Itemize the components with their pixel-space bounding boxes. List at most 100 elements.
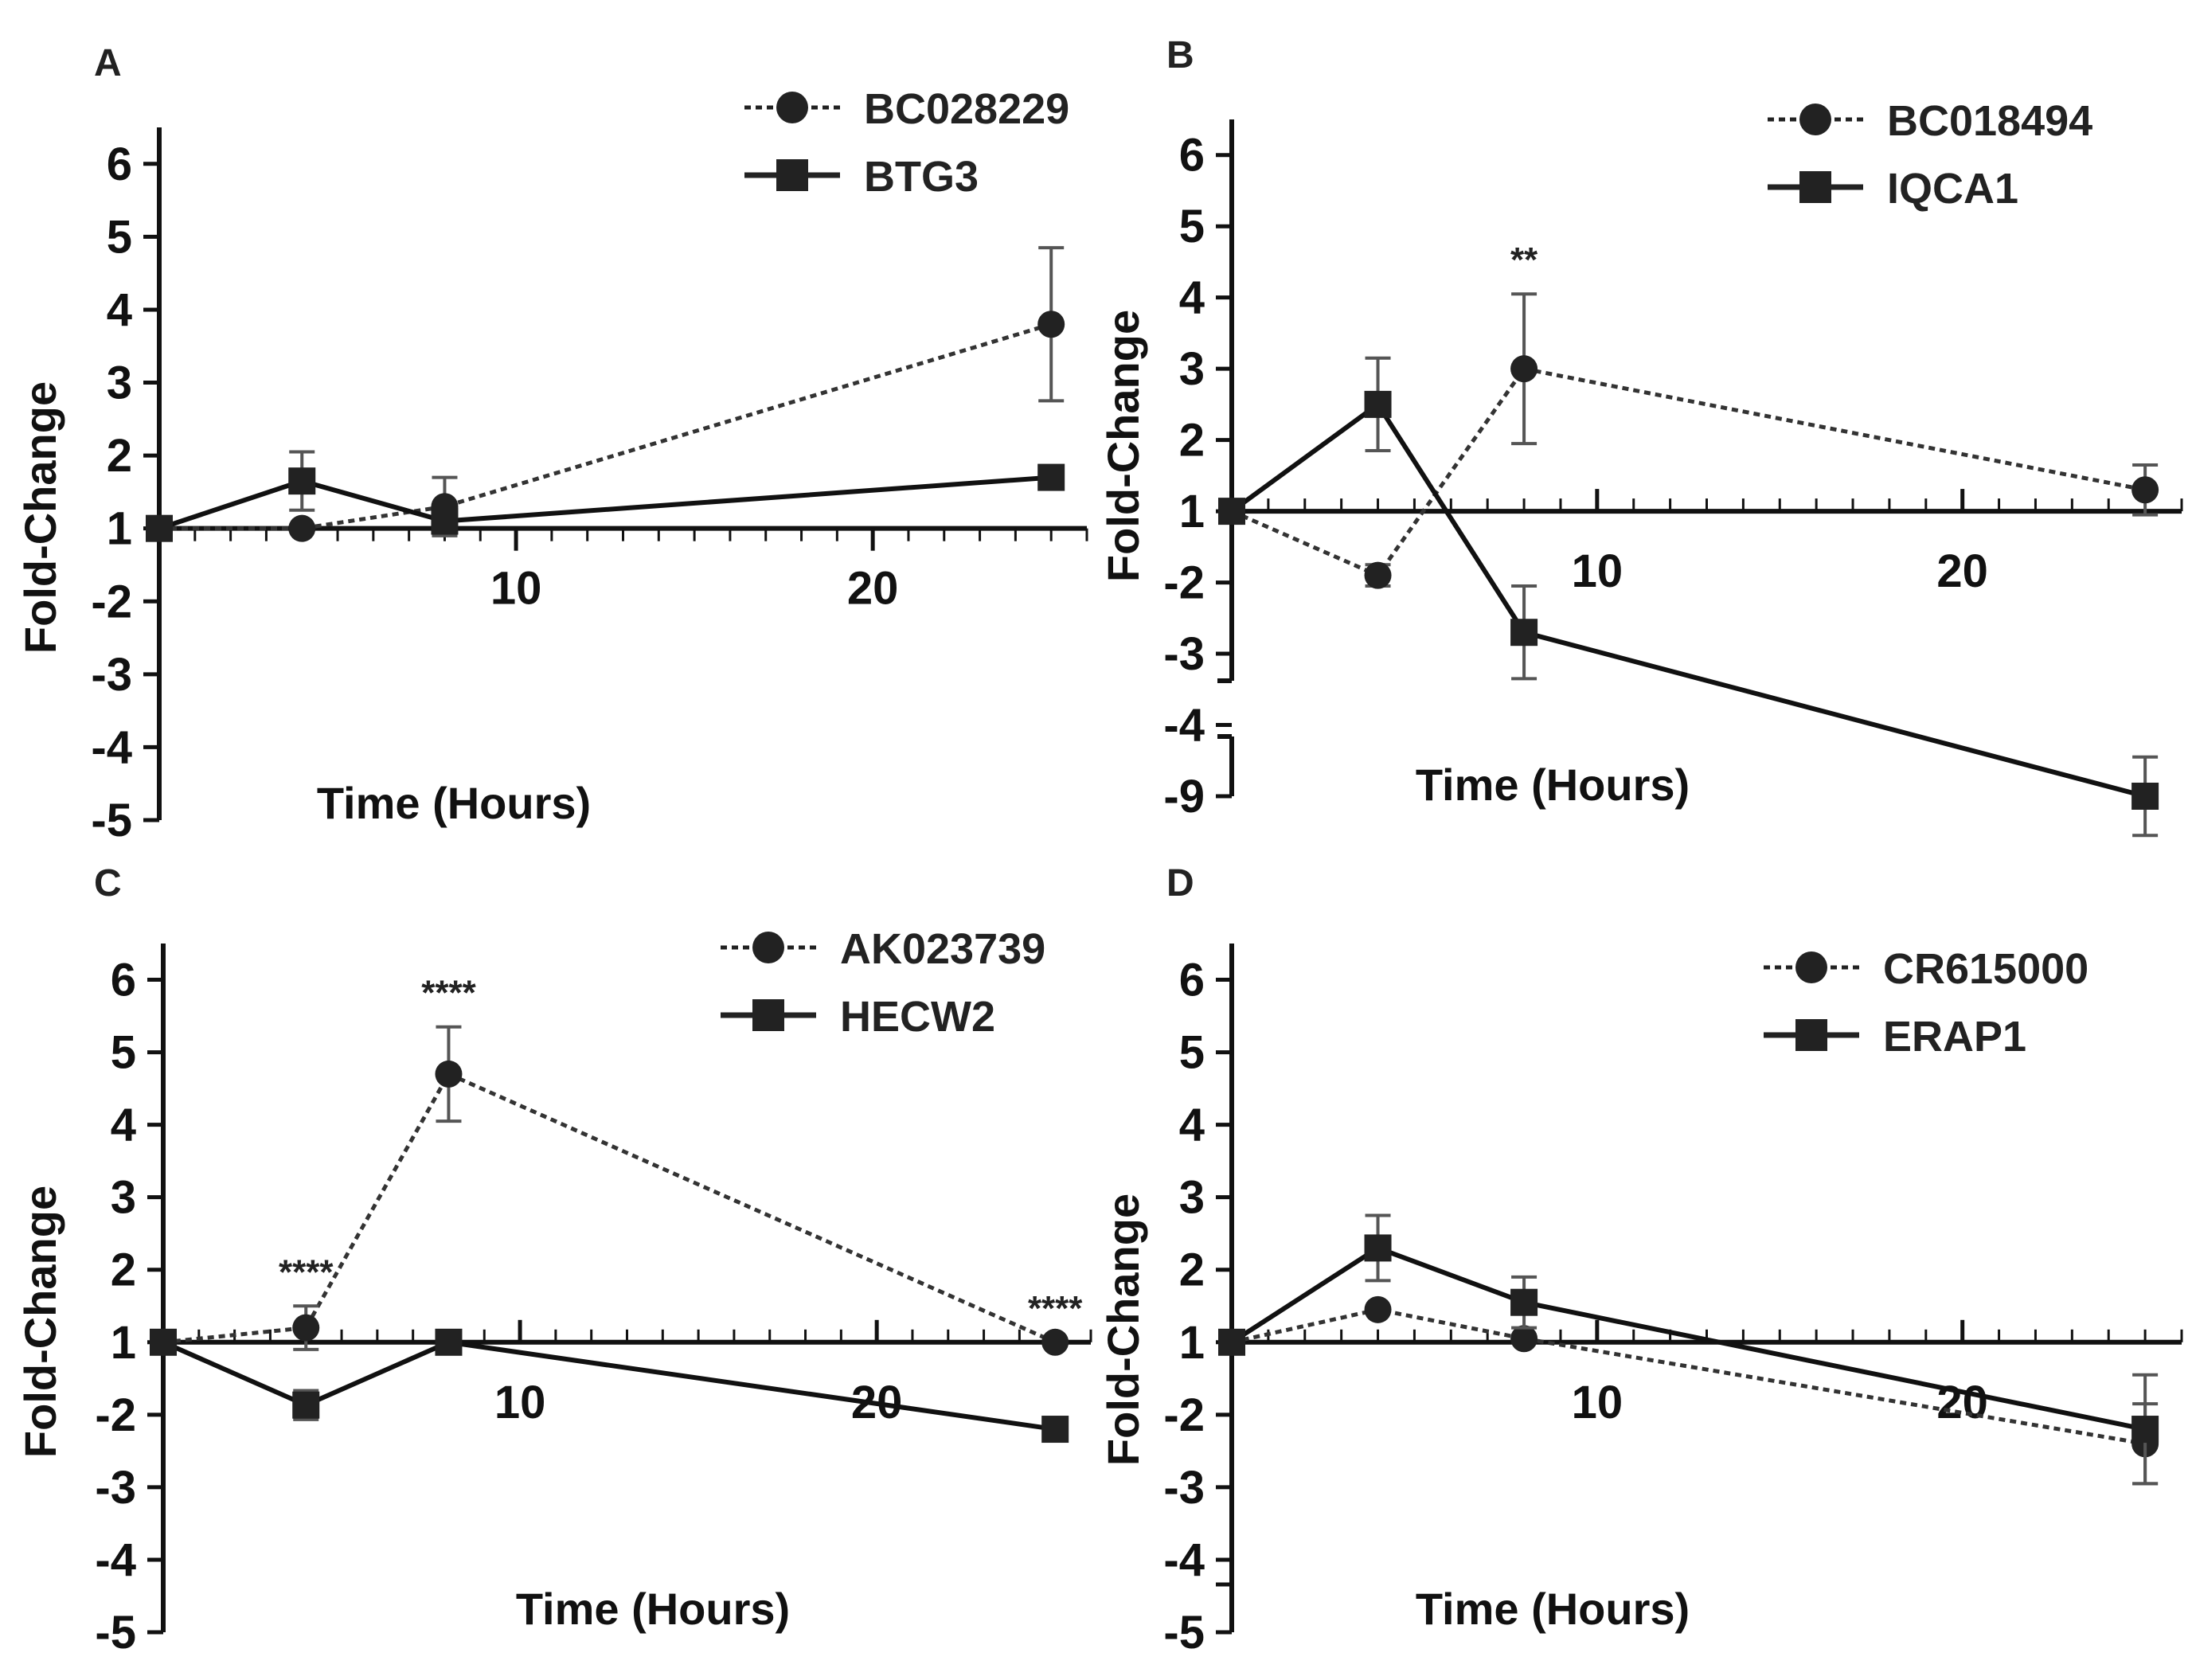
panel-letter: C bbox=[94, 862, 122, 904]
y-tick-label: 5 bbox=[111, 1027, 136, 1079]
data-point-square bbox=[150, 1328, 177, 1356]
y-tick-label: -2 bbox=[91, 576, 132, 627]
y-tick-label: 2 bbox=[111, 1244, 136, 1296]
data-point-circle bbox=[1510, 355, 1538, 383]
significance-label: ** bbox=[1510, 240, 1538, 279]
y-tick-label: -3 bbox=[95, 1462, 136, 1514]
series-line-bc018494 bbox=[1230, 366, 2146, 578]
y-tick-label: -4 bbox=[91, 721, 132, 773]
y-tick-label: -4 bbox=[95, 1534, 136, 1586]
series-line-iqca1 bbox=[1230, 400, 2146, 799]
data-point-square bbox=[1510, 619, 1538, 647]
y-tick-label: 2 bbox=[1179, 415, 1205, 467]
y-tick-label: 5 bbox=[107, 211, 132, 263]
x-tick-label: 10 bbox=[1572, 1377, 1623, 1428]
data-point-square bbox=[2131, 1416, 2159, 1444]
x-axis-title: Time (Hours) bbox=[317, 778, 591, 828]
y-tick-label: 3 bbox=[111, 1172, 136, 1224]
legend-label: BC028229 bbox=[864, 85, 1069, 133]
data-point-square bbox=[1218, 1328, 1245, 1356]
legend-marker-circle bbox=[752, 932, 784, 963]
y-tick-label: 6 bbox=[111, 955, 136, 1006]
data-point-square bbox=[1037, 463, 1065, 491]
legend-label: BTG3 bbox=[864, 153, 979, 201]
y-tick-label: -3 bbox=[91, 649, 132, 701]
y-tick-label: 6 bbox=[1179, 130, 1205, 182]
x-tick-label: 20 bbox=[1936, 545, 1988, 597]
data-point-circle bbox=[2131, 476, 2159, 504]
y-tick-label: 4 bbox=[1179, 272, 1205, 324]
significance-label: **** bbox=[1028, 1289, 1083, 1328]
y-tick-label: 1 bbox=[107, 503, 132, 555]
y-tick-label: 2 bbox=[107, 430, 132, 482]
y-tick-label: -9 bbox=[1163, 771, 1205, 822]
legend-label: BC018494 bbox=[1887, 97, 2092, 145]
data-point-square bbox=[1041, 1416, 1069, 1444]
chart-panel-b: B -9 -4 -3 -2 1 2 3 4 5 6 10 20 Time (Hours) Fold-Chan… bbox=[1098, 34, 2183, 838]
y-axis-title: Fold-Change bbox=[1098, 1194, 1148, 1466]
series-line-btg3 bbox=[158, 475, 1052, 531]
data-point-square bbox=[431, 507, 459, 535]
y-tick-label: -4 bbox=[1163, 700, 1205, 752]
chart-panel-d: D -5 -4 -3 -2 1 2 3 4 5 6 10 20 Time (Hours) Fold-Chan… bbox=[1098, 862, 2183, 1659]
series-line-ak023739 bbox=[162, 1071, 1057, 1345]
x-axis-title: Time (Hours) bbox=[1416, 1584, 1690, 1634]
data-point-square bbox=[146, 514, 173, 542]
panel-letter: D bbox=[1166, 862, 1194, 904]
legend-label: ERAP1 bbox=[1883, 1013, 2026, 1061]
legend-marker-square bbox=[1799, 171, 1831, 203]
data-point-square bbox=[2131, 783, 2159, 810]
data-point-circle bbox=[1364, 1295, 1392, 1323]
legend-marker-circle bbox=[1799, 104, 1831, 135]
y-tick-label: -3 bbox=[1163, 628, 1205, 680]
y-axis-title: Fold-Change bbox=[15, 381, 65, 654]
y-tick-label: 3 bbox=[107, 357, 132, 409]
series-line-hecw2 bbox=[162, 1339, 1056, 1432]
y-axis-title: Fold-Change bbox=[15, 1186, 65, 1458]
data-point-square bbox=[1510, 1288, 1538, 1316]
data-point-square bbox=[1364, 1234, 1392, 1262]
y-tick-label: 1 bbox=[1179, 1317, 1205, 1369]
series-line-bc028229 bbox=[159, 322, 1052, 531]
y-tick-label: 1 bbox=[1179, 486, 1205, 537]
x-tick-label: 20 bbox=[847, 563, 899, 615]
panel-letter: B bbox=[1166, 34, 1194, 76]
y-tick-label: -5 bbox=[91, 795, 132, 846]
y-axis-title: Fold-Change bbox=[1098, 310, 1148, 582]
x-tick-label: 20 bbox=[1936, 1377, 1988, 1428]
y-tick-label: 1 bbox=[111, 1317, 136, 1369]
x-tick-label: 10 bbox=[1572, 545, 1623, 597]
significance-label: **** bbox=[279, 1252, 334, 1291]
data-point-circle bbox=[1510, 1325, 1538, 1353]
x-axis-title: Time (Hours) bbox=[1416, 760, 1690, 810]
chart-panel-a: A -5 -4 -3 -2 1 2 3 4 5 6 10 20 Time (Hours) Fold-Chan… bbox=[15, 42, 1088, 846]
legend-marker-circle bbox=[776, 92, 808, 123]
legend-label: AK023739 bbox=[840, 925, 1045, 973]
y-tick-label: 2 bbox=[1179, 1244, 1205, 1296]
x-axis-title: Time (Hours) bbox=[516, 1584, 790, 1634]
data-point-circle bbox=[292, 1314, 320, 1342]
data-point-square bbox=[1364, 390, 1392, 418]
data-point-square bbox=[435, 1328, 463, 1356]
y-tick-label: -5 bbox=[95, 1607, 136, 1659]
legend-marker-square bbox=[752, 999, 784, 1031]
y-tick-label: 6 bbox=[107, 139, 132, 190]
y-tick-label: 3 bbox=[1179, 343, 1205, 395]
x-tick-label: 10 bbox=[494, 1377, 546, 1428]
data-point-circle bbox=[1364, 561, 1392, 589]
legend-label: IQCA1 bbox=[1887, 165, 2018, 213]
data-point-circle bbox=[435, 1060, 463, 1088]
y-tick-label: 4 bbox=[107, 284, 132, 336]
y-tick-label: 5 bbox=[1179, 1027, 1205, 1079]
data-point-square bbox=[1218, 498, 1245, 525]
significance-label: **** bbox=[421, 974, 476, 1013]
legend-label: HECW2 bbox=[840, 993, 995, 1041]
y-tick-label: 3 bbox=[1179, 1172, 1205, 1224]
y-tick-label: 4 bbox=[111, 1100, 136, 1151]
data-point-circle bbox=[288, 514, 316, 542]
panel-letter: A bbox=[94, 42, 122, 84]
data-point-circle bbox=[1037, 311, 1065, 338]
y-tick-label: -5 bbox=[1163, 1607, 1205, 1659]
